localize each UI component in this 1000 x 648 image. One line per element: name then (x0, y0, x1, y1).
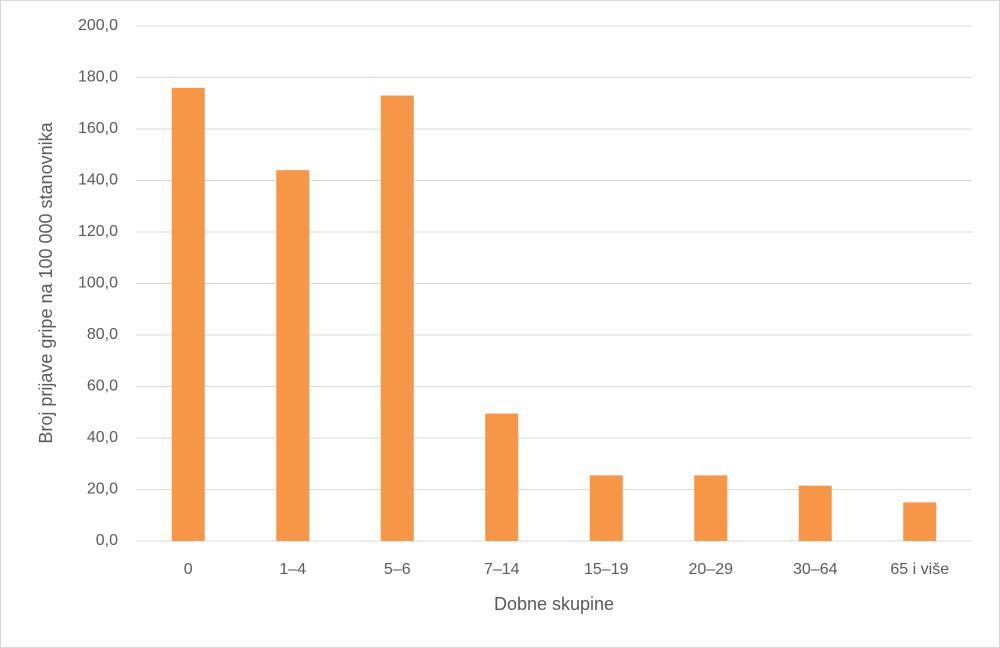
bar (694, 475, 728, 541)
x-tick-label: 7–14 (484, 561, 520, 578)
x-tick-label: 1–4 (279, 561, 306, 578)
bar (380, 95, 414, 542)
x-tick-label: 15–19 (584, 561, 629, 578)
y-tick-label: 80,0 (87, 326, 118, 343)
y-axis-title: Broj prijave gripe na 100 000 stanovnika (36, 121, 56, 443)
x-tick-label: 65 i više (890, 561, 949, 578)
bar (485, 413, 519, 541)
y-tick-label: 120,0 (78, 223, 118, 240)
bar (798, 485, 832, 541)
bar (276, 170, 310, 541)
x-tick-label: 20–29 (689, 561, 734, 578)
bar (903, 502, 937, 541)
y-tick-label: 20,0 (87, 481, 118, 498)
x-tick-label: 30–64 (793, 561, 838, 578)
y-tick-label: 40,0 (87, 429, 118, 446)
y-tick-label: 60,0 (87, 378, 118, 395)
y-tick-label: 0,0 (96, 532, 118, 549)
y-tick-label: 100,0 (78, 275, 118, 292)
y-tick-label: 180,0 (78, 69, 118, 86)
y-tick-label: 200,0 (78, 17, 118, 34)
y-tick-label: 140,0 (78, 172, 118, 189)
x-tick-label: 0 (184, 561, 193, 578)
x-axis-title: Dobne skupine (494, 594, 614, 614)
bar (171, 87, 205, 542)
bar (589, 475, 623, 541)
y-tick-label: 160,0 (78, 120, 118, 137)
x-tick-label: 5–6 (384, 561, 411, 578)
